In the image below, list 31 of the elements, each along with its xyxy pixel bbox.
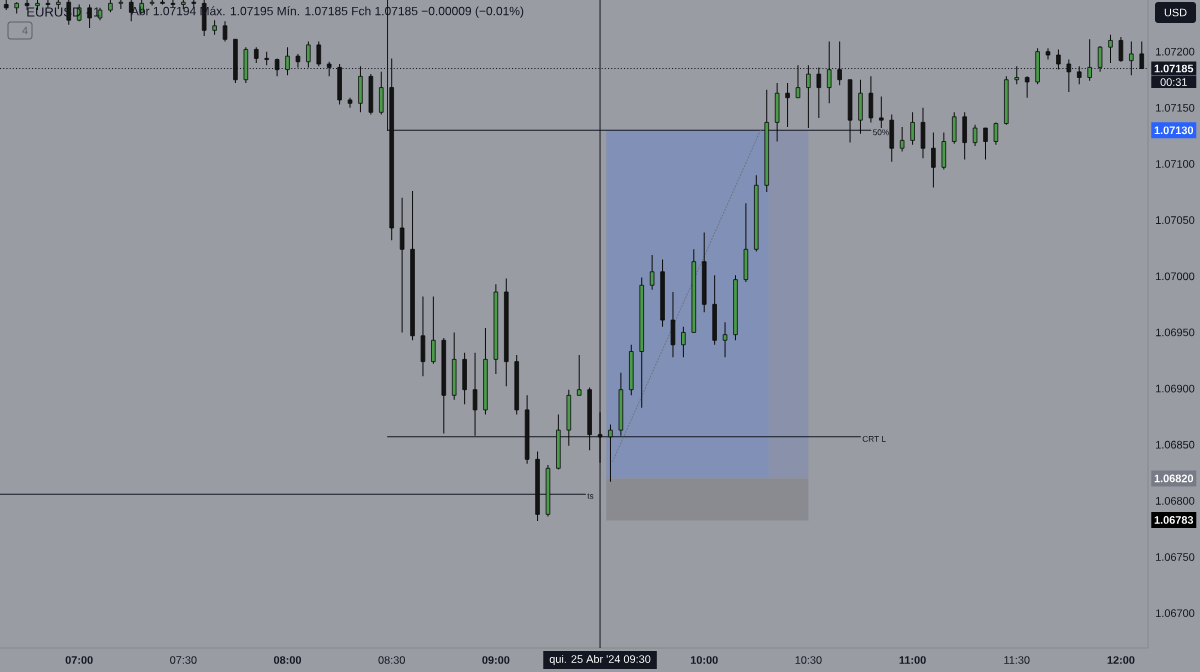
- x-tick-label: 07:30: [170, 656, 197, 664]
- ref-line-label: 1.07185: [1154, 64, 1194, 73]
- ref-line-label: qui. 25 Abr '24 09:30: [549, 654, 651, 666]
- y-tick-label: 1.07200: [1156, 47, 1195, 56]
- x-tick-label: 11:00: [899, 656, 926, 664]
- x-tick-label: 07:00: [65, 656, 93, 664]
- text: 1.07130: [1154, 126, 1194, 135]
- y-tick-label: 1.06950: [1156, 328, 1195, 337]
- y-tick-label: 1.07050: [1156, 216, 1195, 224]
- y-tick-label: 1.07150: [1156, 103, 1195, 112]
- y-tick-label: 1.06750: [1156, 553, 1195, 561]
- y-tick-label: 1.07000: [1156, 272, 1195, 281]
- y-tick-label: 1.06850: [1156, 440, 1195, 449]
- series-label: 50%: [873, 129, 889, 136]
- y-tick-label: 1.06900: [1156, 384, 1195, 393]
- series-label: ts: [587, 493, 594, 499]
- text: 1.06820: [1154, 474, 1194, 483]
- text: 00:31: [1160, 78, 1187, 86]
- x-tick-label: 12:00: [1107, 656, 1135, 664]
- x-tick-label: 11:30: [1004, 656, 1030, 664]
- text: USD: [1164, 8, 1187, 17]
- y-tick-label: 1.07100: [1156, 160, 1195, 168]
- text: 1.06783: [1154, 516, 1194, 524]
- x-tick-label: 10:00: [690, 656, 718, 664]
- x-tick-label: 09:00: [482, 656, 510, 664]
- y-tick-label: 1.06700: [1156, 609, 1195, 618]
- x-tick-label: 08:00: [273, 656, 302, 664]
- series-label: CRT L: [862, 435, 886, 442]
- y-tick-label: 1.06800: [1156, 497, 1195, 505]
- x-tick-label: 08:30: [378, 656, 405, 664]
- x-tick-label: 10:30: [795, 656, 822, 664]
